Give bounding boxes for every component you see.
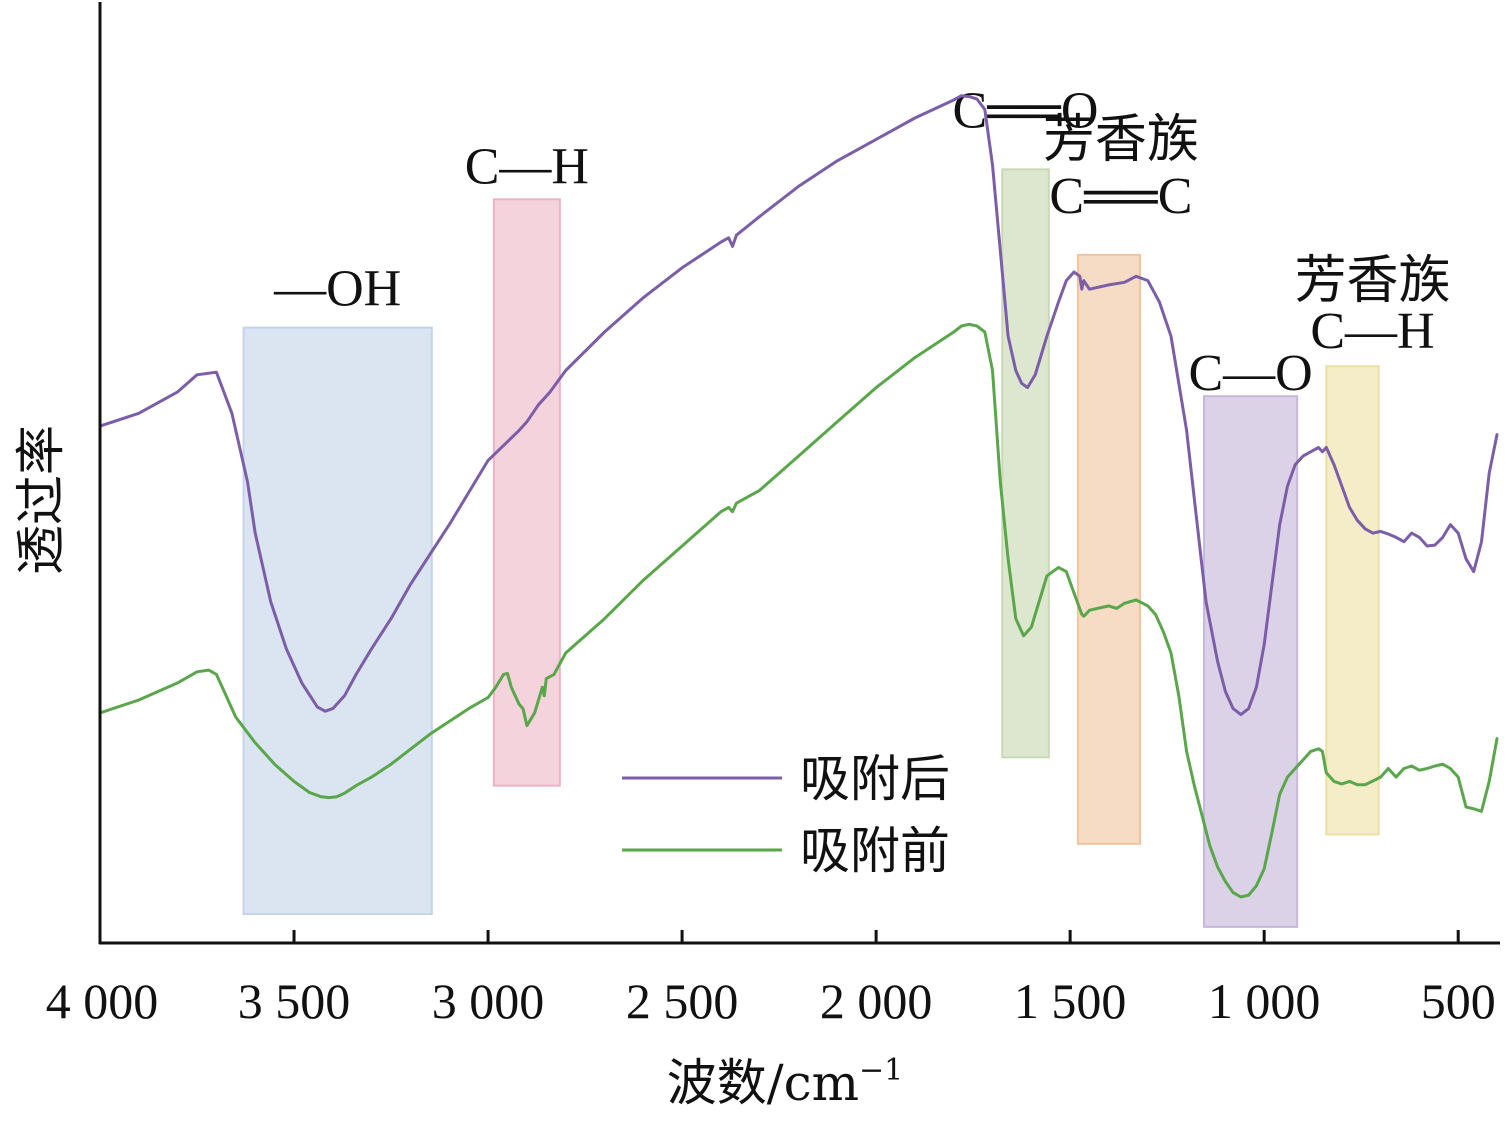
- band-label-2: C══O: [953, 82, 1099, 139]
- band-2: [1001, 168, 1050, 759]
- series-group: [98, 94, 1499, 899]
- band-sublabel-3: C══C: [1049, 168, 1192, 225]
- x-tick-label-5: 1 500: [1014, 973, 1127, 1029]
- band-0: [242, 326, 433, 916]
- x-tick-label-0: 4 000: [46, 973, 159, 1029]
- band-5: [1325, 365, 1380, 836]
- band-label-1: C—H: [465, 138, 589, 195]
- band-label-3: 芳香族: [1043, 112, 1199, 169]
- legend-label-1: 吸附前: [800, 822, 950, 880]
- series-line-0: [98, 94, 1499, 717]
- series-line-1: [98, 322, 1499, 899]
- band-1: [492, 198, 561, 787]
- x-tick-label-3: 2 500: [626, 973, 739, 1029]
- band-label-4: C—O: [1188, 345, 1312, 402]
- band-4: [1203, 395, 1299, 928]
- x-tick-label-2: 3 000: [432, 973, 545, 1029]
- legend-label-0: 吸附后: [800, 750, 950, 808]
- band-sublabel-5: C—H: [1310, 303, 1434, 360]
- x-axis-title: 波数/cm−1: [667, 1053, 904, 1112]
- band-label-0: —OH: [273, 261, 401, 318]
- x-tick-label-6: 1 000: [1208, 973, 1321, 1029]
- y-axis-title: 透过率: [12, 425, 70, 575]
- x-tick-label-7: 500: [1421, 973, 1496, 1029]
- band-3: [1076, 253, 1141, 845]
- band-label-5: 芳香族: [1294, 253, 1450, 310]
- x-tick-labels: 4 000 3 500 3 000 2 500 2 000 1 500 1 000 500: [46, 973, 1496, 1029]
- x-tick-label-1: 3 500: [238, 973, 351, 1029]
- x-ticks: [292, 930, 1460, 943]
- x-tick-label-4: 2 000: [820, 973, 933, 1029]
